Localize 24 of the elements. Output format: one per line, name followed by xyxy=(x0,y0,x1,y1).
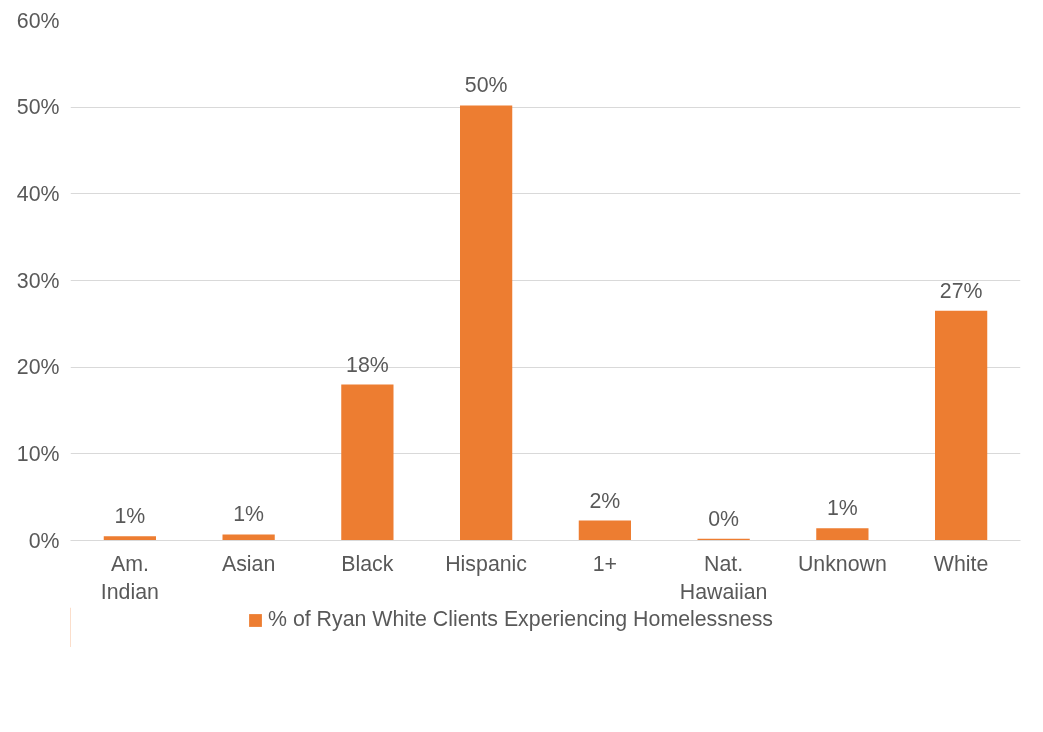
y-tick-label: 0% xyxy=(28,528,60,553)
x-tick-label: Nat. Hawaiian xyxy=(679,551,768,605)
data-label: 2% xyxy=(589,488,621,513)
y-tick-label: 40% xyxy=(16,181,60,206)
y-tick-label: 20% xyxy=(16,355,60,380)
x-tick-label: Am. Indian xyxy=(100,551,159,605)
y-tick-label: 10% xyxy=(16,441,60,466)
x-tick-label: Hispanic xyxy=(445,551,528,576)
data-label: 1% xyxy=(233,502,265,527)
data-label: 18% xyxy=(346,352,389,377)
data-label: 50% xyxy=(464,73,508,98)
data-label: 1% xyxy=(114,504,146,529)
y-tick-label: 60% xyxy=(16,8,60,33)
x-tick-label: Asian xyxy=(221,551,276,576)
y-tick-label: 50% xyxy=(16,95,60,120)
x-tick-label: Unknown xyxy=(797,551,887,576)
legend-label: % of Ryan White Clients Experiencing Homelessness xyxy=(268,607,773,632)
data-label: 1% xyxy=(826,496,858,521)
x-tick-label: White xyxy=(933,551,989,576)
data-label: 0% xyxy=(708,506,740,531)
x-tick-label: Black xyxy=(341,551,394,576)
x-tick-label: 1+ xyxy=(592,551,618,576)
y-tick-label: 30% xyxy=(16,268,60,293)
data-label: 27% xyxy=(939,278,983,303)
